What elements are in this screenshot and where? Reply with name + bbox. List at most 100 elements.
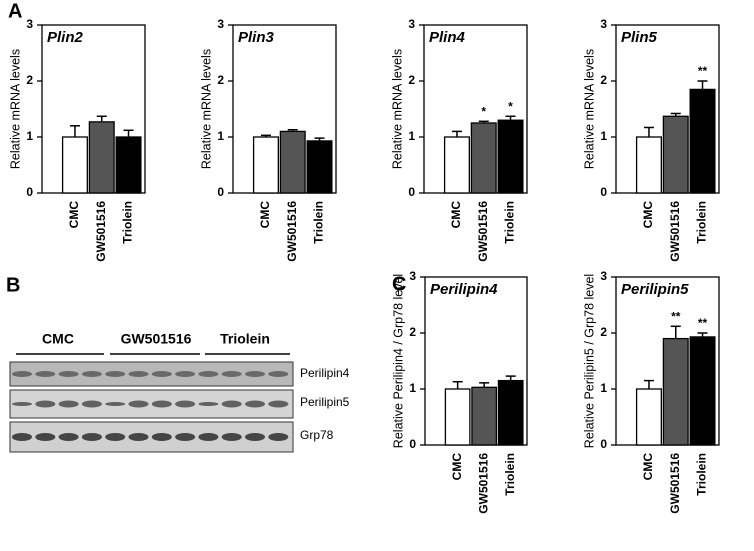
blot-band [175, 433, 196, 441]
blot-band [128, 371, 149, 377]
blot-band [175, 371, 196, 377]
y-tick-label: 1 [409, 381, 416, 395]
bar [497, 379, 524, 446]
significance: ** [698, 64, 708, 78]
blot-band [245, 433, 265, 441]
y-axis-label: Relative mRNA levels [582, 49, 596, 169]
blot-band [245, 400, 265, 408]
blot-band-label: Grp78 [300, 428, 334, 442]
x-tick-label: CMC [641, 201, 655, 229]
bands [12, 371, 289, 441]
bar [689, 336, 716, 446]
x-tick-label: Triolein [695, 453, 709, 496]
blot-band [128, 433, 149, 441]
y-tick-label: 0 [26, 185, 33, 199]
panel-label: A [8, 0, 22, 22]
y-tick-label: 0 [408, 185, 415, 199]
y-tick-label: 1 [408, 129, 415, 143]
y-tick-label: 3 [600, 17, 607, 31]
y-tick-label: 2 [26, 73, 33, 87]
blot-band-label: Perilipin5 [300, 395, 350, 409]
blot-band [35, 433, 56, 441]
y-tick-label: 0 [409, 437, 416, 451]
blot-band [151, 433, 172, 441]
bar [497, 119, 524, 194]
x-tick-label: Triolein [503, 453, 517, 496]
blot-band [35, 400, 56, 408]
chart-title: Perilipin4 [430, 281, 498, 298]
significance: ** [671, 309, 681, 323]
blot-band [245, 371, 265, 377]
blot-band [175, 400, 196, 408]
bar [61, 136, 88, 194]
x-tick-label: CMC [258, 201, 272, 229]
y-tick-label: 0 [600, 185, 607, 199]
x-tick-label: Triolein [312, 201, 326, 244]
x-tick-label: CMC [450, 453, 464, 481]
blot-band [221, 371, 242, 377]
bar [306, 140, 333, 194]
blot-band [58, 433, 79, 441]
panel-label: C [392, 273, 406, 295]
bar [689, 88, 716, 194]
blot-band [12, 433, 32, 441]
blot-band [81, 371, 102, 377]
blot-band [12, 371, 32, 377]
bar [471, 386, 498, 446]
y-tick-label: 3 [600, 269, 607, 283]
bar [443, 136, 470, 194]
chart-title: Plin2 [47, 29, 84, 46]
blot-group-label: GW501516 [121, 331, 192, 347]
significance: * [481, 104, 486, 118]
blot-band [81, 433, 102, 441]
bar [470, 122, 497, 194]
y-tick-label: 2 [600, 73, 607, 87]
y-tick-label: 2 [217, 73, 224, 87]
significance: * [508, 99, 513, 113]
y-axis-label: Relative mRNA levels [199, 49, 213, 169]
y-tick-label: 3 [409, 269, 416, 283]
y-tick-label: 0 [217, 185, 224, 199]
bar [635, 388, 662, 446]
blot-band [105, 371, 126, 377]
blot-band [268, 371, 289, 377]
blot-band [151, 371, 172, 377]
x-tick-label: GW501516 [476, 453, 490, 514]
bar [115, 136, 142, 194]
y-axis-label: Relative Perilipin4 / Grp78 level [391, 274, 405, 448]
x-tick-label: GW501516 [668, 453, 682, 514]
blot-group-label: Triolein [220, 331, 270, 347]
x-tick-label: GW501516 [668, 201, 682, 262]
y-tick-label: 1 [600, 381, 607, 395]
blot-band [12, 402, 32, 406]
blot-band [198, 402, 219, 406]
x-tick-label: Triolein [121, 201, 135, 244]
chart-title: Plin5 [621, 29, 658, 46]
blot-band [105, 402, 126, 406]
x-tick-label: Triolein [695, 201, 709, 244]
y-tick-label: 1 [26, 129, 33, 143]
panel-label: B [6, 274, 20, 296]
blot-band [198, 433, 219, 441]
western-blot: CMC GW501516 Triolein Perilipin4 Perilip… [9, 331, 350, 453]
x-tick-label: CMC [641, 453, 655, 481]
x-tick-label: CMC [449, 201, 463, 229]
y-tick-label: 1 [600, 129, 607, 143]
y-tick-label: 3 [408, 17, 415, 31]
y-tick-label: 2 [600, 325, 607, 339]
blot-band [105, 433, 126, 441]
y-axis-label: Relative Perilipin5 / Grp78 level [582, 274, 596, 448]
y-axis-label: Relative mRNA levels [390, 49, 404, 169]
y-tick-label: 2 [408, 73, 415, 87]
bar [444, 388, 471, 446]
y-axis-label: Relative mRNA levels [8, 49, 22, 169]
blot-band [221, 400, 242, 408]
blot-band [221, 433, 242, 441]
bar [635, 136, 662, 194]
blot-band [268, 433, 289, 441]
x-tick-label: CMC [67, 201, 81, 229]
chart-title: Perilipin5 [621, 281, 689, 298]
significance: ** [698, 316, 708, 330]
